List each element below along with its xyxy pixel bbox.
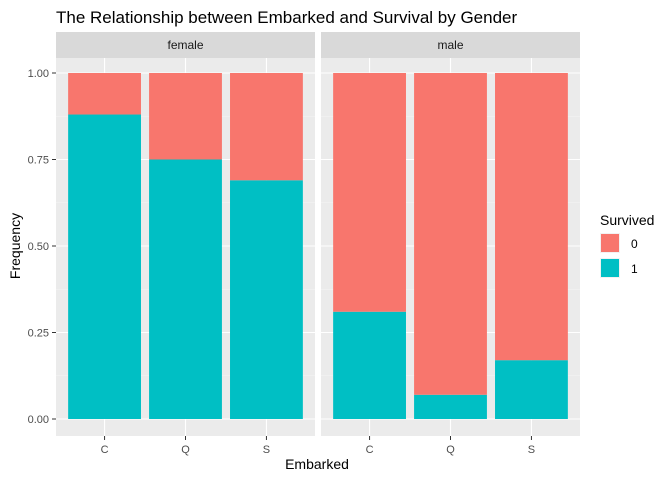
bar-male-S-survived-0 — [495, 73, 568, 361]
facet-strip — [56, 32, 315, 58]
bar-male-Q-survived-0 — [414, 73, 487, 395]
bar-male-C-survived-1 — [333, 311, 406, 419]
facet-panel-male: male C Q S — [321, 32, 580, 456]
x-axis-title: Embarked — [285, 456, 349, 472]
facet-panel-female: female C Q S — [56, 32, 315, 456]
y-tick-label: 0.00 — [28, 414, 49, 426]
bar-male-C-survived-0 — [333, 73, 406, 312]
legend-swatch-0 — [601, 234, 619, 252]
facet-strip-label: female — [167, 38, 203, 52]
facet-strip-label: male — [437, 38, 463, 52]
x-tick-label: Q — [446, 444, 455, 456]
bar-female-Q-survived-1 — [149, 159, 222, 419]
y-axis-title: Frequency — [7, 213, 23, 279]
legend-swatch-1 — [601, 259, 619, 277]
bar-male-S-survived-1 — [495, 360, 568, 419]
facet-strip — [321, 32, 580, 58]
y-tick-label: 0.75 — [28, 155, 49, 167]
y-tick-label: 1.00 — [28, 68, 49, 80]
bar-female-Q-survived-0 — [149, 73, 222, 160]
x-tick-label: Q — [181, 444, 190, 456]
bar-female-C-survived-0 — [68, 73, 141, 115]
legend: Survived 0 1 — [600, 212, 654, 278]
chart-title: The Relationship between Embarked and Su… — [56, 8, 517, 27]
x-tick-label: S — [263, 444, 270, 456]
bar-female-C-survived-1 — [68, 114, 141, 420]
legend-label-0: 0 — [631, 237, 638, 251]
y-axis-ticks: 0.00 0.25 0.50 0.75 1.00 — [28, 68, 56, 426]
legend-label-1: 1 — [631, 262, 638, 276]
legend-title: Survived — [600, 212, 654, 228]
bar-female-S-survived-1 — [230, 180, 303, 419]
y-tick-label: 0.25 — [28, 328, 49, 340]
y-tick-label: 0.50 — [28, 241, 49, 253]
x-tick-label: S — [528, 444, 535, 456]
x-tick-label: C — [366, 444, 374, 456]
bar-female-S-survived-0 — [230, 73, 303, 181]
bar-male-Q-survived-1 — [414, 394, 487, 419]
x-tick-label: C — [101, 444, 109, 456]
